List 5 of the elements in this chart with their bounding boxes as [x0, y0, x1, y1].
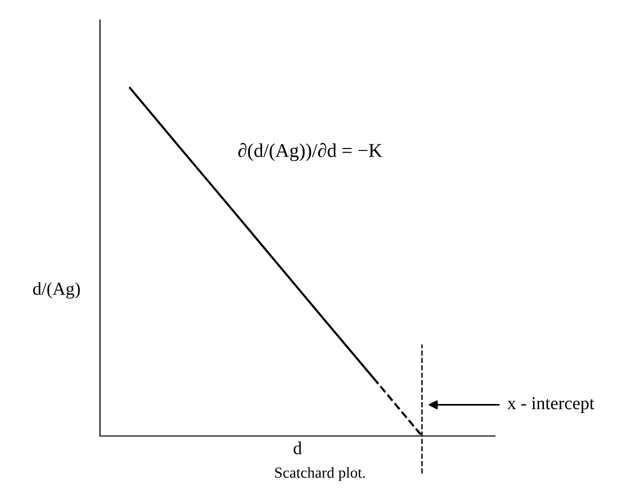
x-axis-title: d	[294, 442, 302, 454]
text: x - intercept	[507, 397, 594, 413]
annotation: ∂(d/(Ag))/∂d = −K	[238, 142, 382, 162]
y-axis-title: d/(Ag)	[33, 282, 80, 299]
text: Scatchard plot.	[275, 467, 365, 481]
